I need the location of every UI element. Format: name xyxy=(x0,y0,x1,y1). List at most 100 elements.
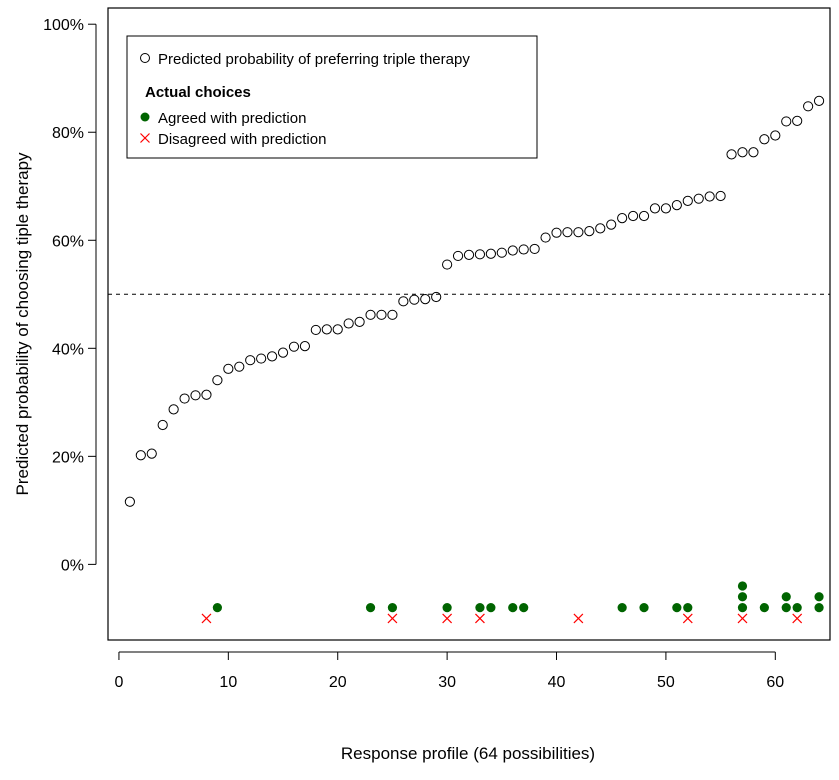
predicted-point xyxy=(124,496,135,507)
agreed-point xyxy=(737,581,748,591)
predicted-point xyxy=(485,248,496,259)
predicted-point xyxy=(737,147,748,158)
legend-open-circle-icon xyxy=(140,53,150,63)
predicted-point xyxy=(792,115,803,126)
predicted-point xyxy=(595,223,606,234)
disagreed-point xyxy=(792,613,803,624)
predicted-point xyxy=(573,227,584,238)
predicted-point xyxy=(146,448,157,459)
agreed-point xyxy=(814,592,824,602)
y-axis-label: Predicted probability of choosing tiple … xyxy=(13,152,32,496)
predicted-point xyxy=(157,419,168,431)
legend-disagreed-label: Disagreed with prediction xyxy=(158,131,326,148)
agreed-point xyxy=(683,602,693,613)
predicted-point xyxy=(617,213,628,224)
predicted-point xyxy=(354,316,365,327)
predicted-point xyxy=(223,363,234,374)
predicted-point xyxy=(452,250,464,262)
predicted-point xyxy=(420,294,431,305)
predicted-point xyxy=(190,390,201,401)
x-tick-label: 60 xyxy=(766,674,784,691)
agreed-point xyxy=(792,602,802,613)
predicted-point xyxy=(431,291,442,303)
agreed-point xyxy=(442,602,452,613)
predicted-point xyxy=(660,203,672,214)
agreed-point xyxy=(212,602,222,613)
agreed-point xyxy=(737,602,748,613)
predicted-point xyxy=(299,341,311,352)
x-tick-label: 20 xyxy=(329,674,347,691)
disagreed-point xyxy=(442,613,453,624)
predicted-point xyxy=(343,318,354,329)
predicted-point xyxy=(770,130,781,141)
predicted-point xyxy=(409,294,420,305)
points-layer xyxy=(124,95,825,624)
agreed-point xyxy=(387,602,398,613)
predicted-point xyxy=(627,210,639,222)
predicted-point xyxy=(693,193,704,204)
disagreed-point xyxy=(573,613,584,624)
predicted-point xyxy=(442,259,453,270)
predicted-point xyxy=(551,227,562,238)
predicted-point xyxy=(507,245,518,256)
predicted-point xyxy=(321,324,332,335)
predicted-point xyxy=(726,149,737,160)
predicted-point xyxy=(781,116,792,127)
disagreed-point xyxy=(387,613,398,624)
agreed-point xyxy=(781,602,791,613)
predicted-point xyxy=(332,324,343,335)
plot-frame xyxy=(107,7,831,641)
predicted-point xyxy=(715,190,726,202)
agreed-point xyxy=(519,602,529,613)
predicted-point xyxy=(234,361,245,372)
predicted-point xyxy=(245,355,256,366)
predicted-point xyxy=(256,353,267,364)
agreed-point xyxy=(759,602,769,613)
agreed-point xyxy=(672,602,682,613)
y-tick-label: 40% xyxy=(52,341,84,358)
legend-agreed-label: Agreed with prediction xyxy=(158,110,306,127)
agreed-point xyxy=(814,602,824,613)
agreed-point xyxy=(508,602,518,613)
x-tick-label: 10 xyxy=(219,674,237,691)
disagreed-point xyxy=(682,613,693,624)
x-tick-label: 30 xyxy=(438,674,456,691)
y-tick-label: 100% xyxy=(43,17,84,34)
y-tick-label: 20% xyxy=(52,449,84,466)
agreed-point xyxy=(639,602,649,613)
predicted-point xyxy=(606,219,617,230)
x-tick-label: 0 xyxy=(114,674,123,691)
legend-box xyxy=(126,35,538,159)
predicted-point xyxy=(288,341,300,352)
legend-section-title: Actual choices xyxy=(145,84,251,101)
disagreed-point xyxy=(737,613,748,624)
predicted-point xyxy=(562,227,573,238)
predicted-point xyxy=(682,195,693,206)
disagreed-point xyxy=(475,613,485,624)
predicted-point xyxy=(649,203,661,214)
agreed-point xyxy=(617,602,627,613)
predicted-point xyxy=(135,450,146,461)
agreed-point xyxy=(781,592,791,602)
predicted-point xyxy=(365,309,376,320)
disagreed-point xyxy=(201,613,212,624)
predicted-point xyxy=(168,404,179,415)
predicted-point xyxy=(179,393,190,404)
predicted-point xyxy=(813,95,825,107)
predicted-point xyxy=(310,324,321,336)
legend-filled-circle-icon xyxy=(140,112,150,122)
predicted-point xyxy=(584,225,595,237)
y-tick-label: 0% xyxy=(61,557,84,574)
predicted-point xyxy=(748,147,759,158)
predicted-point xyxy=(212,375,223,386)
predicted-point xyxy=(463,249,475,260)
predicted-point xyxy=(376,309,387,320)
predicted-point xyxy=(387,309,398,320)
predicted-point xyxy=(671,200,682,211)
predicted-point xyxy=(803,101,814,112)
predicted-point xyxy=(638,210,650,222)
legend-predicted-label: Predicted probability of preferring trip… xyxy=(158,51,470,68)
x-axis: 0 10 20 30 40 50 60 xyxy=(114,651,784,691)
